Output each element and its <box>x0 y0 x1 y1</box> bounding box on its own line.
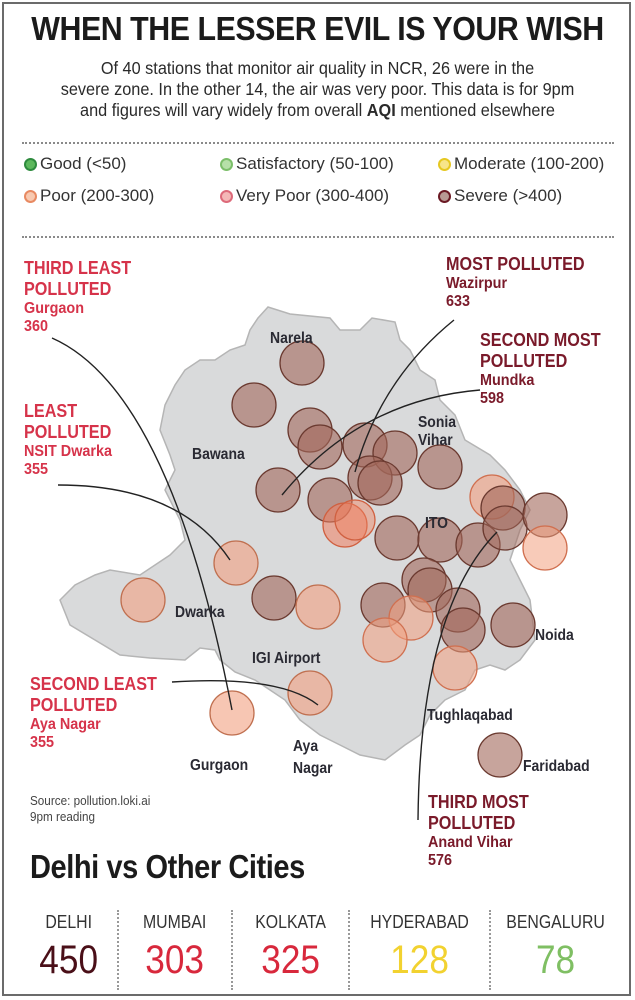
subtitle-line-3-pre: and figures will vary widely from overal… <box>80 100 367 120</box>
place-gurgaon: Gurgaon <box>190 757 249 774</box>
very-poor-dot-icon <box>220 189 233 203</box>
callout-value: 598 <box>480 390 505 407</box>
legend-label: Moderate (100-200) <box>454 154 605 173</box>
source-line: Source: pollution.loki.ai <box>30 793 151 808</box>
callout-value: 576 <box>428 852 453 869</box>
city-name: BENGALURU <box>506 912 605 932</box>
city-hyderabad: HYDERABAD 128 <box>347 910 489 990</box>
satisfactory-dot-icon <box>220 157 233 171</box>
callout-second-most-polluted: SECOND MOST POLLUTED Mundka 598 <box>480 330 601 408</box>
source-reading: 9pm reading <box>30 809 96 824</box>
callout-station: Gurgaon <box>24 300 85 317</box>
city-aqi-value: 325 <box>260 938 320 982</box>
city-delhi: DELHI 450 <box>20 910 117 990</box>
callout-value: 360 <box>24 318 49 335</box>
place-narela: Narela <box>270 330 313 347</box>
poor-dot-icon <box>24 189 37 203</box>
callout-heading: LEAST <box>24 401 78 421</box>
ncr-map <box>51 306 568 821</box>
place-dwarka: Dwarka <box>175 604 225 621</box>
callout-heading: POLLUTED <box>30 695 118 715</box>
callout-value: 355 <box>24 461 49 478</box>
city-name: KOLKATA <box>254 912 326 932</box>
leader-lines <box>51 319 498 821</box>
legend-label: Satisfactory (50-100) <box>236 154 394 173</box>
divider-bottom <box>22 236 614 238</box>
callout-station: Wazirpur <box>446 275 508 292</box>
legend-item-good: Good (<50) <box>24 154 126 174</box>
callout-most-polluted: MOST POLLUTED Wazirpur 633 <box>446 254 585 311</box>
place-faridabad: Faridabad <box>523 758 590 775</box>
legend-item-very-poor: Very Poor (300-400) <box>220 186 389 206</box>
callout-heading: THIRD LEAST <box>24 258 132 278</box>
legend-label: Good (<50) <box>40 154 127 173</box>
subtitle: Of 40 stations that monitor air quality … <box>41 58 594 121</box>
source-note: Source: pollution.loki.ai 9pm reading <box>30 793 150 825</box>
city-aqi-value: 78 <box>535 938 576 982</box>
place-noida: Noida <box>535 627 574 644</box>
callout-heading: POLLUTED <box>480 351 568 371</box>
subtitle-aqi-bold: AQI <box>366 100 396 120</box>
city-aqi-value: 450 <box>39 938 99 982</box>
callout-station: Aya Nagar <box>30 716 101 733</box>
station-circles <box>120 340 568 778</box>
callout-heading: THIRD MOST <box>428 792 529 812</box>
place-aya: Aya <box>293 738 319 755</box>
city-name: HYDERABAD <box>370 912 469 932</box>
subtitle-line-2: severe zone. In the other 14, the air wa… <box>60 79 575 99</box>
city-kolkata: KOLKATA 325 <box>230 910 348 990</box>
page-title: WHEN THE LESSER EVIL IS YOUR WISH <box>31 10 604 47</box>
callout-station: Mundka <box>480 372 535 389</box>
comparison-title: Delhi vs Other Cities <box>30 848 305 885</box>
subtitle-line-3: and figures will vary widely from overal… <box>41 100 594 121</box>
legend-item-poor: Poor (200-300) <box>24 186 154 206</box>
city-name: MUMBAI <box>143 912 207 932</box>
callout-value: 633 <box>446 293 471 310</box>
legend-item-moderate: Moderate (100-200) <box>438 154 604 174</box>
subtitle-line-3-post: mentioned elsewhere <box>395 100 555 120</box>
callout-heading: POLLUTED <box>428 813 516 833</box>
place-tughlaqabad: Tughlaqabad <box>427 707 513 724</box>
callout-heading: POLLUTED <box>24 279 112 299</box>
legend-label: Very Poor (300-400) <box>236 186 390 205</box>
callout-second-least-polluted: SECOND LEAST POLLUTED Aya Nagar 355 <box>30 674 157 752</box>
place-nagar: Nagar <box>293 760 333 777</box>
callout-station: NSIT Dwarka <box>24 443 113 460</box>
callout-heading: SECOND LEAST <box>30 674 157 694</box>
delhi-outline-shape <box>59 306 536 761</box>
good-dot-icon <box>24 157 37 171</box>
legend-item-severe: Severe (>400) <box>438 186 562 206</box>
city-mumbai: MUMBAI 303 <box>117 910 230 990</box>
callout-heading: SECOND MOST <box>480 330 601 350</box>
city-comparison: DELHI 450 MUMBAI 303 KOLKATA 325 HYDERAB… <box>20 910 620 990</box>
callout-third-most-polluted: THIRD MOST POLLUTED Anand Vihar 576 <box>428 792 529 870</box>
legend-item-satisfactory: Satisfactory (50-100) <box>220 154 394 174</box>
callout-station: Anand Vihar <box>428 834 513 851</box>
city-aqi-value: 128 <box>389 938 449 982</box>
callout-third-least-polluted: THIRD LEAST POLLUTED Gurgaon 360 <box>24 258 131 336</box>
subtitle-line-1: Of 40 stations that monitor air quality … <box>100 58 535 78</box>
legend-label: Poor (200-300) <box>40 186 155 205</box>
moderate-dot-icon <box>438 157 451 171</box>
place-bawana: Bawana <box>192 446 245 463</box>
place-sonia: Sonia <box>418 414 456 431</box>
city-bengaluru: BENGALURU 78 <box>488 910 620 990</box>
legend-label: Severe (>400) <box>454 186 563 205</box>
callout-least-polluted: LEAST POLLUTED NSIT Dwarka 355 <box>24 401 112 479</box>
callout-heading: MOST POLLUTED <box>446 254 585 274</box>
place-ito: ITO <box>425 515 449 532</box>
severe-dot-icon <box>438 189 451 203</box>
place-igi-airport: IGI Airport <box>252 650 321 667</box>
city-name: DELHI <box>45 912 92 932</box>
divider-top <box>22 142 614 144</box>
callout-value: 355 <box>30 734 55 751</box>
callout-heading: POLLUTED <box>24 422 112 442</box>
place-vihar: Vihar <box>418 432 453 449</box>
city-aqi-value: 303 <box>145 938 205 982</box>
